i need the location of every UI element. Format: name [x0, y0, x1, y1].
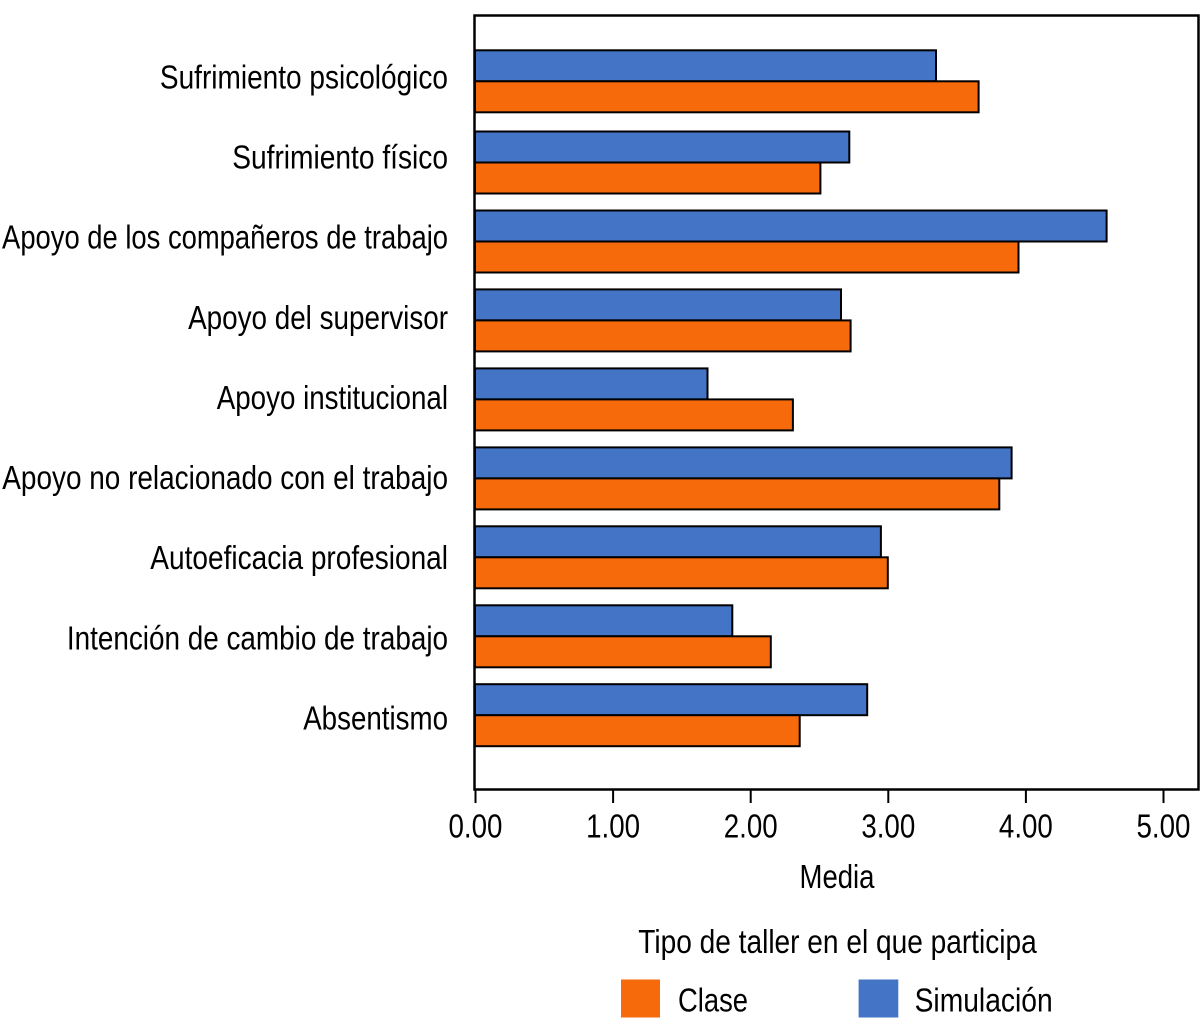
svg-text:Apoyo del supervisor: Apoyo del supervisor: [188, 300, 448, 337]
svg-text:3.00: 3.00: [861, 808, 915, 845]
svg-text:1.00: 1.00: [586, 808, 640, 845]
svg-text:Clase: Clase: [678, 983, 748, 1019]
svg-text:Sufrimiento psicológico: Sufrimiento psicológico: [160, 59, 448, 96]
svg-text:Absentismo: Absentismo: [303, 700, 448, 737]
svg-text:Apoyo de los compañeros de tra: Apoyo de los compañeros de trabajo: [2, 220, 448, 256]
svg-text:Sufrimiento físico: Sufrimiento físico: [232, 139, 448, 176]
svg-text:Intención de cambio de trabajo: Intención de cambio de trabajo: [67, 620, 448, 657]
svg-text:Media: Media: [800, 859, 875, 896]
svg-text:Simulación: Simulación: [915, 981, 1053, 1019]
svg-text:Apoyo institucional: Apoyo institucional: [217, 380, 448, 417]
svg-text:5.00: 5.00: [1137, 808, 1191, 845]
svg-text:Tipo de taller en el que parti: Tipo de taller en el que participa: [638, 924, 1037, 961]
svg-text:2.00: 2.00: [724, 808, 778, 845]
svg-text:Autoeficacia profesional: Autoeficacia profesional: [150, 540, 448, 577]
svg-text:Apoyo no relacionado con el tr: Apoyo no relacionado con el trabajo: [2, 460, 448, 497]
svg-text:4.00: 4.00: [999, 808, 1053, 845]
svg-text:0.00: 0.00: [449, 808, 503, 845]
